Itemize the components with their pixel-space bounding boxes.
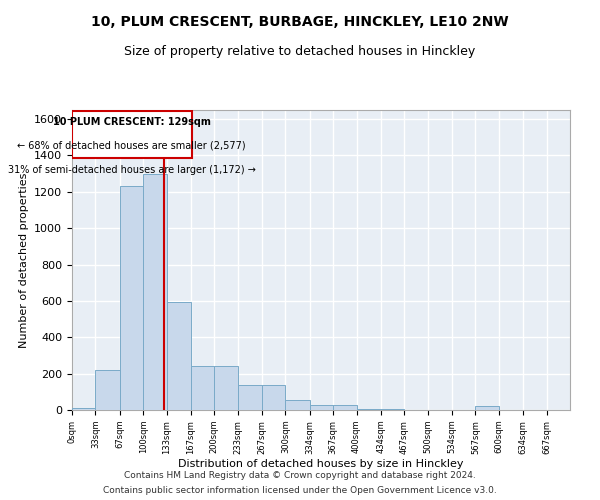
Bar (333, 406, 356, 410)
X-axis label: Distribution of detached houses by size in Hinckley: Distribution of detached houses by size … (178, 460, 464, 469)
Text: 31% of semi-detached houses are larger (1,172) →: 31% of semi-detached houses are larger (… (8, 165, 256, 175)
Bar (310, 406, 333, 410)
Bar (167, 302, 191, 410)
Text: Contains public sector information licensed under the Open Government Licence v3: Contains public sector information licen… (103, 486, 497, 495)
FancyBboxPatch shape (72, 111, 191, 158)
Bar (286, 400, 310, 410)
Bar (381, 409, 404, 410)
Bar (214, 366, 238, 410)
Bar (475, 406, 499, 410)
Y-axis label: Number of detached properties: Number of detached properties (19, 172, 29, 348)
Bar (238, 384, 262, 410)
Bar (262, 384, 286, 410)
Text: ← 68% of detached houses are smaller (2,577): ← 68% of detached houses are smaller (2,… (17, 141, 246, 151)
Text: Contains HM Land Registry data © Crown copyright and database right 2024.: Contains HM Land Registry data © Crown c… (124, 471, 476, 480)
Text: 10 PLUM CRESCENT: 129sqm: 10 PLUM CRESCENT: 129sqm (53, 117, 211, 127)
Bar (95, 370, 119, 410)
Bar (143, 174, 167, 410)
Bar (191, 366, 214, 410)
Bar (356, 409, 381, 410)
Bar (119, 186, 143, 410)
Text: Size of property relative to detached houses in Hinckley: Size of property relative to detached ho… (124, 45, 476, 58)
Text: 10, PLUM CRESCENT, BURBAGE, HINCKLEY, LE10 2NW: 10, PLUM CRESCENT, BURBAGE, HINCKLEY, LE… (91, 15, 509, 29)
Bar (72, 408, 95, 410)
